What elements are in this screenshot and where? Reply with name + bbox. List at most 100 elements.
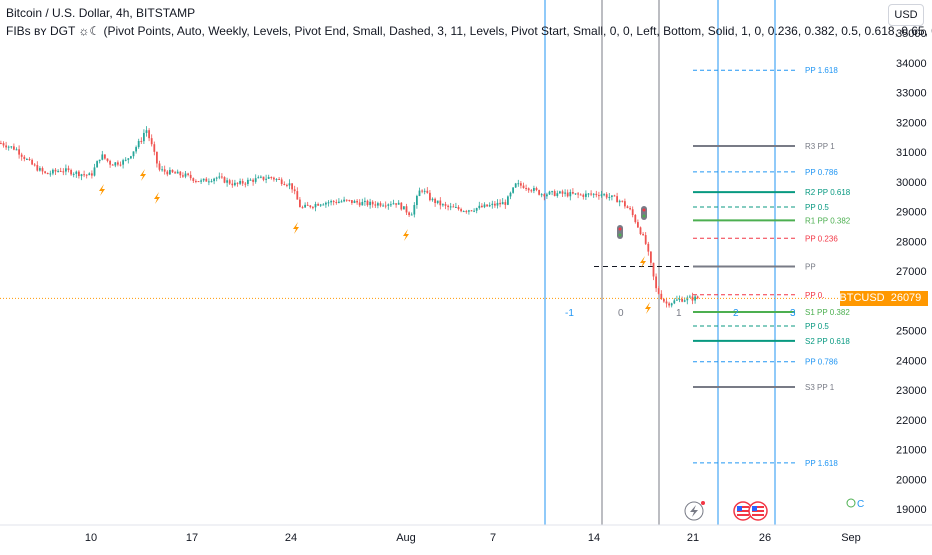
candle-body (304, 204, 306, 208)
currency-button[interactable]: USD (888, 4, 924, 26)
candle-body (423, 190, 426, 192)
candle-body (291, 183, 293, 190)
candle-body (124, 159, 127, 161)
candle-body (96, 161, 98, 168)
candle-body (106, 158, 109, 161)
candle-body (364, 200, 366, 202)
candle-body (46, 172, 49, 175)
candle-body (379, 203, 382, 206)
candle-body (322, 204, 325, 206)
candle-body (457, 206, 460, 210)
candle-body (166, 171, 169, 175)
candle-body (187, 173, 189, 175)
candle-body (91, 173, 93, 176)
lightning-event-icon[interactable] (684, 501, 705, 521)
candle-body (473, 210, 475, 212)
candle-body (231, 183, 234, 186)
candle-body (257, 177, 260, 179)
candle-body (525, 188, 527, 190)
us-flag-event-icon-2[interactable] (748, 501, 768, 521)
candle-body (213, 178, 215, 182)
candle-body (447, 205, 449, 208)
time-axis-label: 7 (490, 532, 496, 544)
candle-body (397, 202, 400, 205)
candle-body (585, 193, 587, 197)
cycle-label-1: 1 (676, 308, 682, 319)
candle-body (57, 170, 59, 172)
price-axis-label: 21000 (896, 445, 927, 457)
candle-body (234, 182, 236, 186)
candle-body (275, 178, 278, 180)
candle-body (637, 222, 639, 228)
candle-body (20, 154, 23, 157)
candle-body (449, 206, 452, 208)
candle-body (10, 146, 13, 148)
candle-body (171, 169, 174, 173)
candle-body (356, 200, 358, 203)
candle-body (184, 173, 187, 177)
lightning-marker-icon (154, 192, 160, 204)
candle-body (543, 194, 546, 197)
candle-body (28, 159, 31, 161)
candle-body (577, 193, 579, 195)
price-axis-label: 35000 (896, 28, 927, 40)
candle-body (361, 201, 364, 206)
candle-body (655, 276, 657, 289)
indicator-legend[interactable]: FIBs ʙʏ DGT ☼☾ (Pivot Points, Auto, Week… (6, 24, 932, 38)
candle-body (483, 204, 486, 208)
candle-body (390, 204, 392, 206)
candle-body (400, 202, 403, 210)
candle-body (582, 194, 585, 197)
candle-body (605, 194, 608, 198)
price-axis-label: 22000 (896, 415, 927, 427)
candle-body (273, 177, 275, 180)
lightning-marker-icon (403, 229, 409, 241)
candle-body (590, 193, 592, 195)
candle-body (395, 203, 397, 205)
candle-body (650, 251, 652, 263)
candle-body (78, 171, 80, 177)
candle-body (306, 204, 309, 206)
candle-body (156, 151, 158, 164)
price-axis-label: 30000 (896, 177, 927, 189)
candle-body (150, 138, 153, 145)
fib-level-label: PP 1.618 (805, 66, 838, 75)
candle-body (551, 191, 553, 193)
candle-body (478, 205, 481, 209)
candle-body (312, 207, 314, 209)
candle-body (629, 208, 631, 210)
price-axis-label: 29000 (896, 207, 927, 219)
candle-body (5, 145, 7, 148)
candle-body (512, 187, 514, 193)
candle-body (153, 144, 156, 152)
candle-body (137, 140, 140, 148)
fib-level-label: S3 PP 1 (805, 383, 835, 392)
candle-body (553, 191, 556, 196)
candle-body (416, 196, 418, 206)
candle-body (288, 183, 291, 186)
fib-level-label: PP 0.5 (805, 322, 829, 331)
candle-body (616, 196, 618, 203)
candle-body (262, 176, 265, 180)
price-axis-label: 32000 (896, 117, 927, 129)
candle-body (421, 190, 423, 192)
candle-body (338, 201, 340, 203)
candle-body (644, 235, 647, 244)
candle-body (608, 196, 611, 198)
current-price-tag: 26079 (884, 290, 928, 306)
candle-body (327, 202, 330, 204)
candle-body (335, 202, 338, 204)
candle-body (148, 130, 150, 139)
candle-body (244, 183, 247, 185)
candle-body (62, 171, 65, 173)
candle-body (496, 202, 499, 206)
candle-body (566, 192, 569, 197)
sun-moon-icon[interactable]: C (846, 498, 864, 510)
candle-body (694, 296, 696, 301)
cycle-label-neg1: -1 (565, 308, 574, 319)
candle-body (348, 199, 351, 201)
price-axis-label: 31000 (896, 147, 927, 159)
candle-body (535, 188, 538, 191)
